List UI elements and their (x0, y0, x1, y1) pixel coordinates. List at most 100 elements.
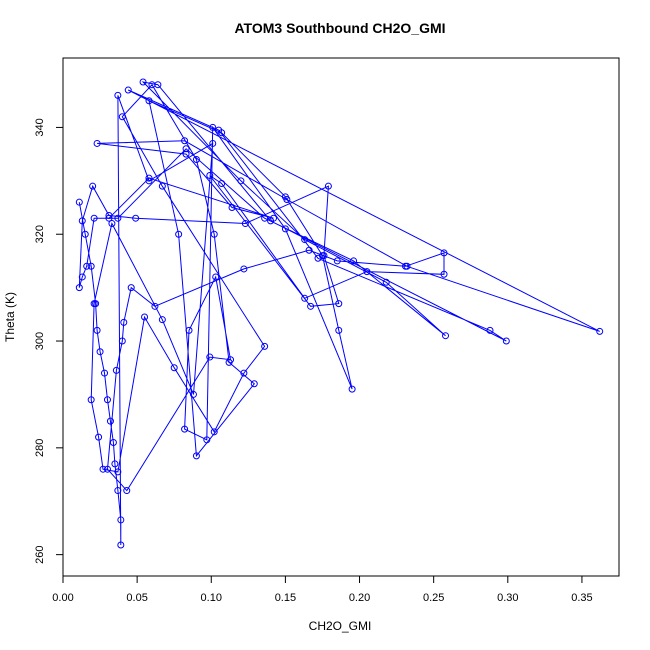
chart-title: ATOM3 Southbound CH2O_GMI (234, 20, 445, 36)
data-point (145, 97, 153, 105)
data-point (182, 150, 190, 158)
data-point (283, 196, 291, 204)
data-point (181, 137, 189, 145)
data-point (141, 313, 149, 321)
data-point (83, 262, 91, 270)
data-point (103, 396, 111, 404)
data-point (93, 326, 101, 334)
x-tick-label: 0.10 (201, 592, 222, 604)
y-tick-label: 260 (34, 545, 46, 563)
data-point (124, 86, 132, 94)
data-point (93, 139, 101, 147)
data-point (350, 257, 358, 265)
data-point (240, 265, 248, 273)
data-point (215, 126, 223, 134)
data-point (206, 171, 214, 179)
data-point (206, 353, 214, 361)
data-point (75, 198, 83, 206)
x-tick-label: 0.15 (275, 592, 296, 604)
x-tick-label: 0.20 (349, 592, 370, 604)
data-point (192, 155, 200, 163)
data-point (209, 123, 217, 131)
data-point (335, 326, 343, 334)
data-point (261, 342, 269, 350)
data-point (111, 460, 119, 468)
data-point (210, 230, 218, 238)
plot-area-frame (62, 57, 620, 577)
data-point (127, 284, 135, 292)
x-tick-label: 0.00 (52, 592, 73, 604)
data-point (189, 390, 197, 398)
data-point (596, 327, 604, 335)
x-axis-label: CH2O_GMI (309, 619, 372, 633)
x-axis: 0.00 0.05 0.10 0.15 0.20 0.25 0.30 0.35 (52, 575, 593, 604)
data-point (348, 385, 356, 393)
data-point (114, 468, 122, 476)
y-tick-label: 320 (34, 225, 46, 243)
data-point (333, 257, 341, 265)
data-point (120, 318, 128, 326)
data-point (123, 487, 131, 495)
y-axis: 260 280 300 320 340 (34, 118, 64, 564)
data-point (145, 177, 153, 185)
data-point (154, 81, 162, 89)
data-point (227, 356, 235, 364)
data-point (440, 270, 448, 278)
data-point (440, 249, 448, 257)
data-point (192, 452, 200, 460)
data-point (108, 220, 116, 228)
data-point (105, 212, 113, 220)
data-point (106, 417, 114, 425)
data-point (132, 214, 140, 222)
series-layer (75, 78, 604, 549)
data-point (96, 348, 104, 356)
data-point (114, 214, 122, 222)
data-point (105, 214, 113, 222)
data-point (112, 366, 120, 374)
data-point (158, 182, 166, 190)
data-point (78, 273, 86, 281)
data-point (95, 433, 103, 441)
data-point (158, 316, 166, 324)
data-point (212, 273, 220, 281)
data-point (240, 369, 248, 377)
data-point (241, 220, 249, 228)
data-point (185, 326, 193, 334)
data-point (281, 225, 289, 233)
series-line (78, 81, 600, 546)
x-tick-label: 0.30 (497, 592, 518, 604)
x-tick-label: 0.05 (126, 592, 147, 604)
data-point (270, 214, 278, 222)
data-point (307, 302, 315, 310)
data-point (87, 396, 95, 404)
data-point (114, 91, 122, 99)
data-point (75, 284, 83, 292)
data-point (324, 182, 332, 190)
data-point (90, 300, 98, 308)
y-tick-label: 300 (34, 332, 46, 350)
data-point (305, 246, 313, 254)
data-point (237, 177, 245, 185)
data-point (117, 516, 125, 524)
data-point (403, 262, 411, 270)
data-point (182, 145, 190, 153)
data-point (170, 364, 178, 372)
x-tick-label: 0.35 (571, 592, 592, 604)
data-point (320, 252, 328, 260)
data-point (78, 217, 86, 225)
data-point (314, 254, 322, 262)
data-point (301, 294, 309, 302)
data-point (261, 214, 269, 222)
data-point (210, 428, 218, 436)
data-point (209, 139, 217, 147)
data-point (90, 214, 98, 222)
data-point (109, 438, 117, 446)
data-point (175, 230, 183, 238)
data-point (151, 302, 159, 310)
data-point (118, 113, 126, 121)
data-point (382, 278, 390, 286)
data-point (99, 465, 107, 473)
data-point (101, 369, 109, 377)
data-point (114, 487, 122, 495)
